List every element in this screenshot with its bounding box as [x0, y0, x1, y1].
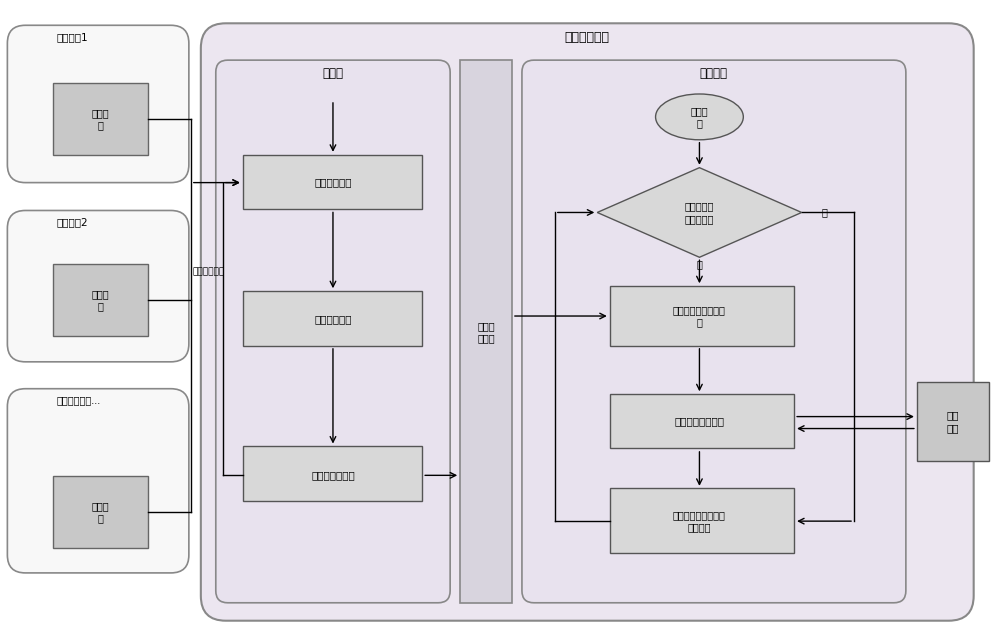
FancyBboxPatch shape: [7, 389, 189, 573]
FancyBboxPatch shape: [7, 211, 189, 362]
Text: 接收输入内容: 接收输入内容: [314, 314, 352, 324]
Text: 线程启
动: 线程启 动: [691, 106, 708, 128]
FancyBboxPatch shape: [216, 60, 450, 603]
Text: 是: 是: [697, 260, 702, 269]
Text: 响应输入事件: 响应输入事件: [314, 178, 352, 187]
Ellipse shape: [656, 94, 743, 140]
Polygon shape: [597, 167, 802, 258]
Text: 其它用户进程...: 其它用户进程...: [56, 395, 100, 406]
Bar: [243, 155, 422, 209]
Text: 串口服务进程: 串口服务进程: [564, 31, 609, 44]
FancyBboxPatch shape: [201, 23, 974, 621]
Text: 输出线程: 输出线程: [699, 66, 727, 80]
Text: 输出模
块: 输出模 块: [92, 108, 109, 130]
Text: 数据缓
存队列: 数据缓 存队列: [477, 321, 495, 343]
Text: 读取队列的第一条数
据: 读取队列的第一条数 据: [673, 305, 726, 327]
Text: 输出模
块: 输出模 块: [92, 289, 109, 311]
Text: 缓存队列中
是否有数据: 缓存队列中 是否有数据: [685, 202, 714, 223]
Bar: [243, 446, 422, 501]
Text: 输出模
块: 输出模 块: [92, 501, 109, 524]
Bar: [243, 291, 422, 346]
Text: 将数据输出到串口: 将数据输出到串口: [674, 417, 724, 426]
Text: 用户进程1: 用户进程1: [56, 32, 88, 43]
Bar: [53, 83, 148, 155]
FancyBboxPatch shape: [7, 25, 189, 183]
Bar: [610, 488, 794, 553]
Text: 同步输出内容: 同步输出内容: [193, 268, 225, 277]
Text: 主线程: 主线程: [322, 66, 343, 80]
Text: 串口
设备: 串口 设备: [946, 410, 959, 433]
Bar: [53, 477, 148, 548]
Bar: [460, 60, 512, 603]
Bar: [610, 393, 794, 448]
Bar: [53, 264, 148, 336]
Text: 将内容存入缓存: 将内容存入缓存: [311, 470, 355, 480]
Text: 否: 否: [821, 207, 827, 218]
FancyBboxPatch shape: [522, 60, 906, 603]
Text: 等待数据缓存队列中
存入数据: 等待数据缓存队列中 存入数据: [673, 510, 726, 533]
Bar: [917, 382, 989, 461]
Text: 用户进程2: 用户进程2: [56, 218, 88, 227]
Bar: [610, 286, 794, 346]
